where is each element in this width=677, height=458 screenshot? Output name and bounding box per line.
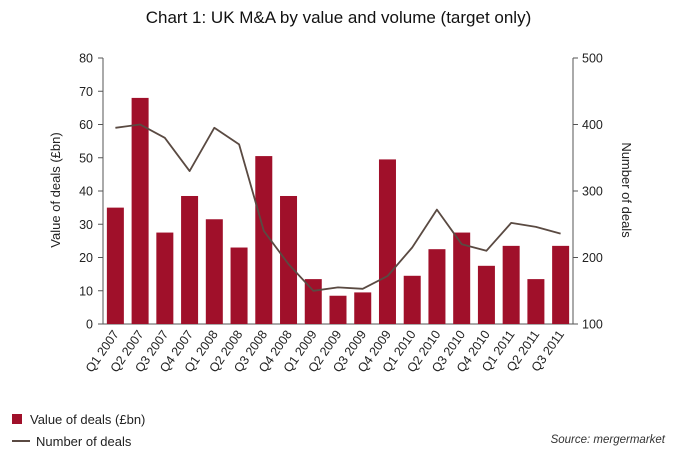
bar: [453, 232, 471, 324]
bar: [156, 232, 174, 324]
y-tick-label: 30: [79, 218, 93, 232]
bar: [255, 156, 273, 324]
bar: [230, 247, 248, 324]
bar: [280, 195, 298, 324]
bar: [527, 279, 545, 324]
legend-item-value: Value of deals (£bn): [12, 408, 145, 430]
legend-label-value: Value of deals (£bn): [30, 411, 146, 427]
y-tick-label: 50: [79, 151, 93, 165]
y-tick-label: 20: [79, 251, 93, 265]
y2-tick-label: 500: [582, 52, 603, 66]
legend-item-number: Number of deals: [12, 430, 145, 452]
y-tick-label: 70: [79, 85, 93, 99]
y2-tick-label: 400: [582, 118, 603, 132]
legend-swatch-line: [12, 440, 30, 442]
bar: [502, 245, 520, 324]
bar: [181, 195, 199, 324]
bar: [329, 295, 347, 324]
bar: [106, 207, 124, 324]
y2-tick-label: 100: [582, 318, 603, 332]
source-note: Source: mergermarket: [550, 434, 665, 446]
bar: [131, 97, 149, 325]
legend: Value of deals (£bn) Number of deals: [12, 408, 145, 452]
y-axis-label: Value of deals (£bn): [48, 132, 63, 247]
legend-swatch-bar: [12, 414, 22, 424]
y-tick-label: 80: [79, 52, 93, 66]
bar: [205, 219, 223, 324]
bar: [378, 159, 396, 324]
y2-axis-label: Number of deals: [619, 142, 634, 238]
y-tick-label: 10: [79, 284, 93, 298]
bar: [403, 275, 421, 324]
y2-tick-label: 300: [582, 185, 603, 199]
y-tick-label: 60: [79, 118, 93, 132]
legend-label-number: Number of deals: [36, 433, 132, 449]
bar: [552, 245, 570, 324]
bar: [354, 292, 372, 324]
y-tick-label: 40: [79, 185, 93, 199]
y2-tick-label: 200: [582, 251, 603, 265]
bar: [477, 265, 495, 324]
bar: [304, 279, 322, 324]
series-line-number-of-deals: [115, 123, 561, 292]
y-tick-label: 0: [86, 318, 93, 332]
bar: [428, 249, 446, 324]
chart-title: Chart 1: UK M&A by value and volume (tar…: [145, 8, 532, 27]
